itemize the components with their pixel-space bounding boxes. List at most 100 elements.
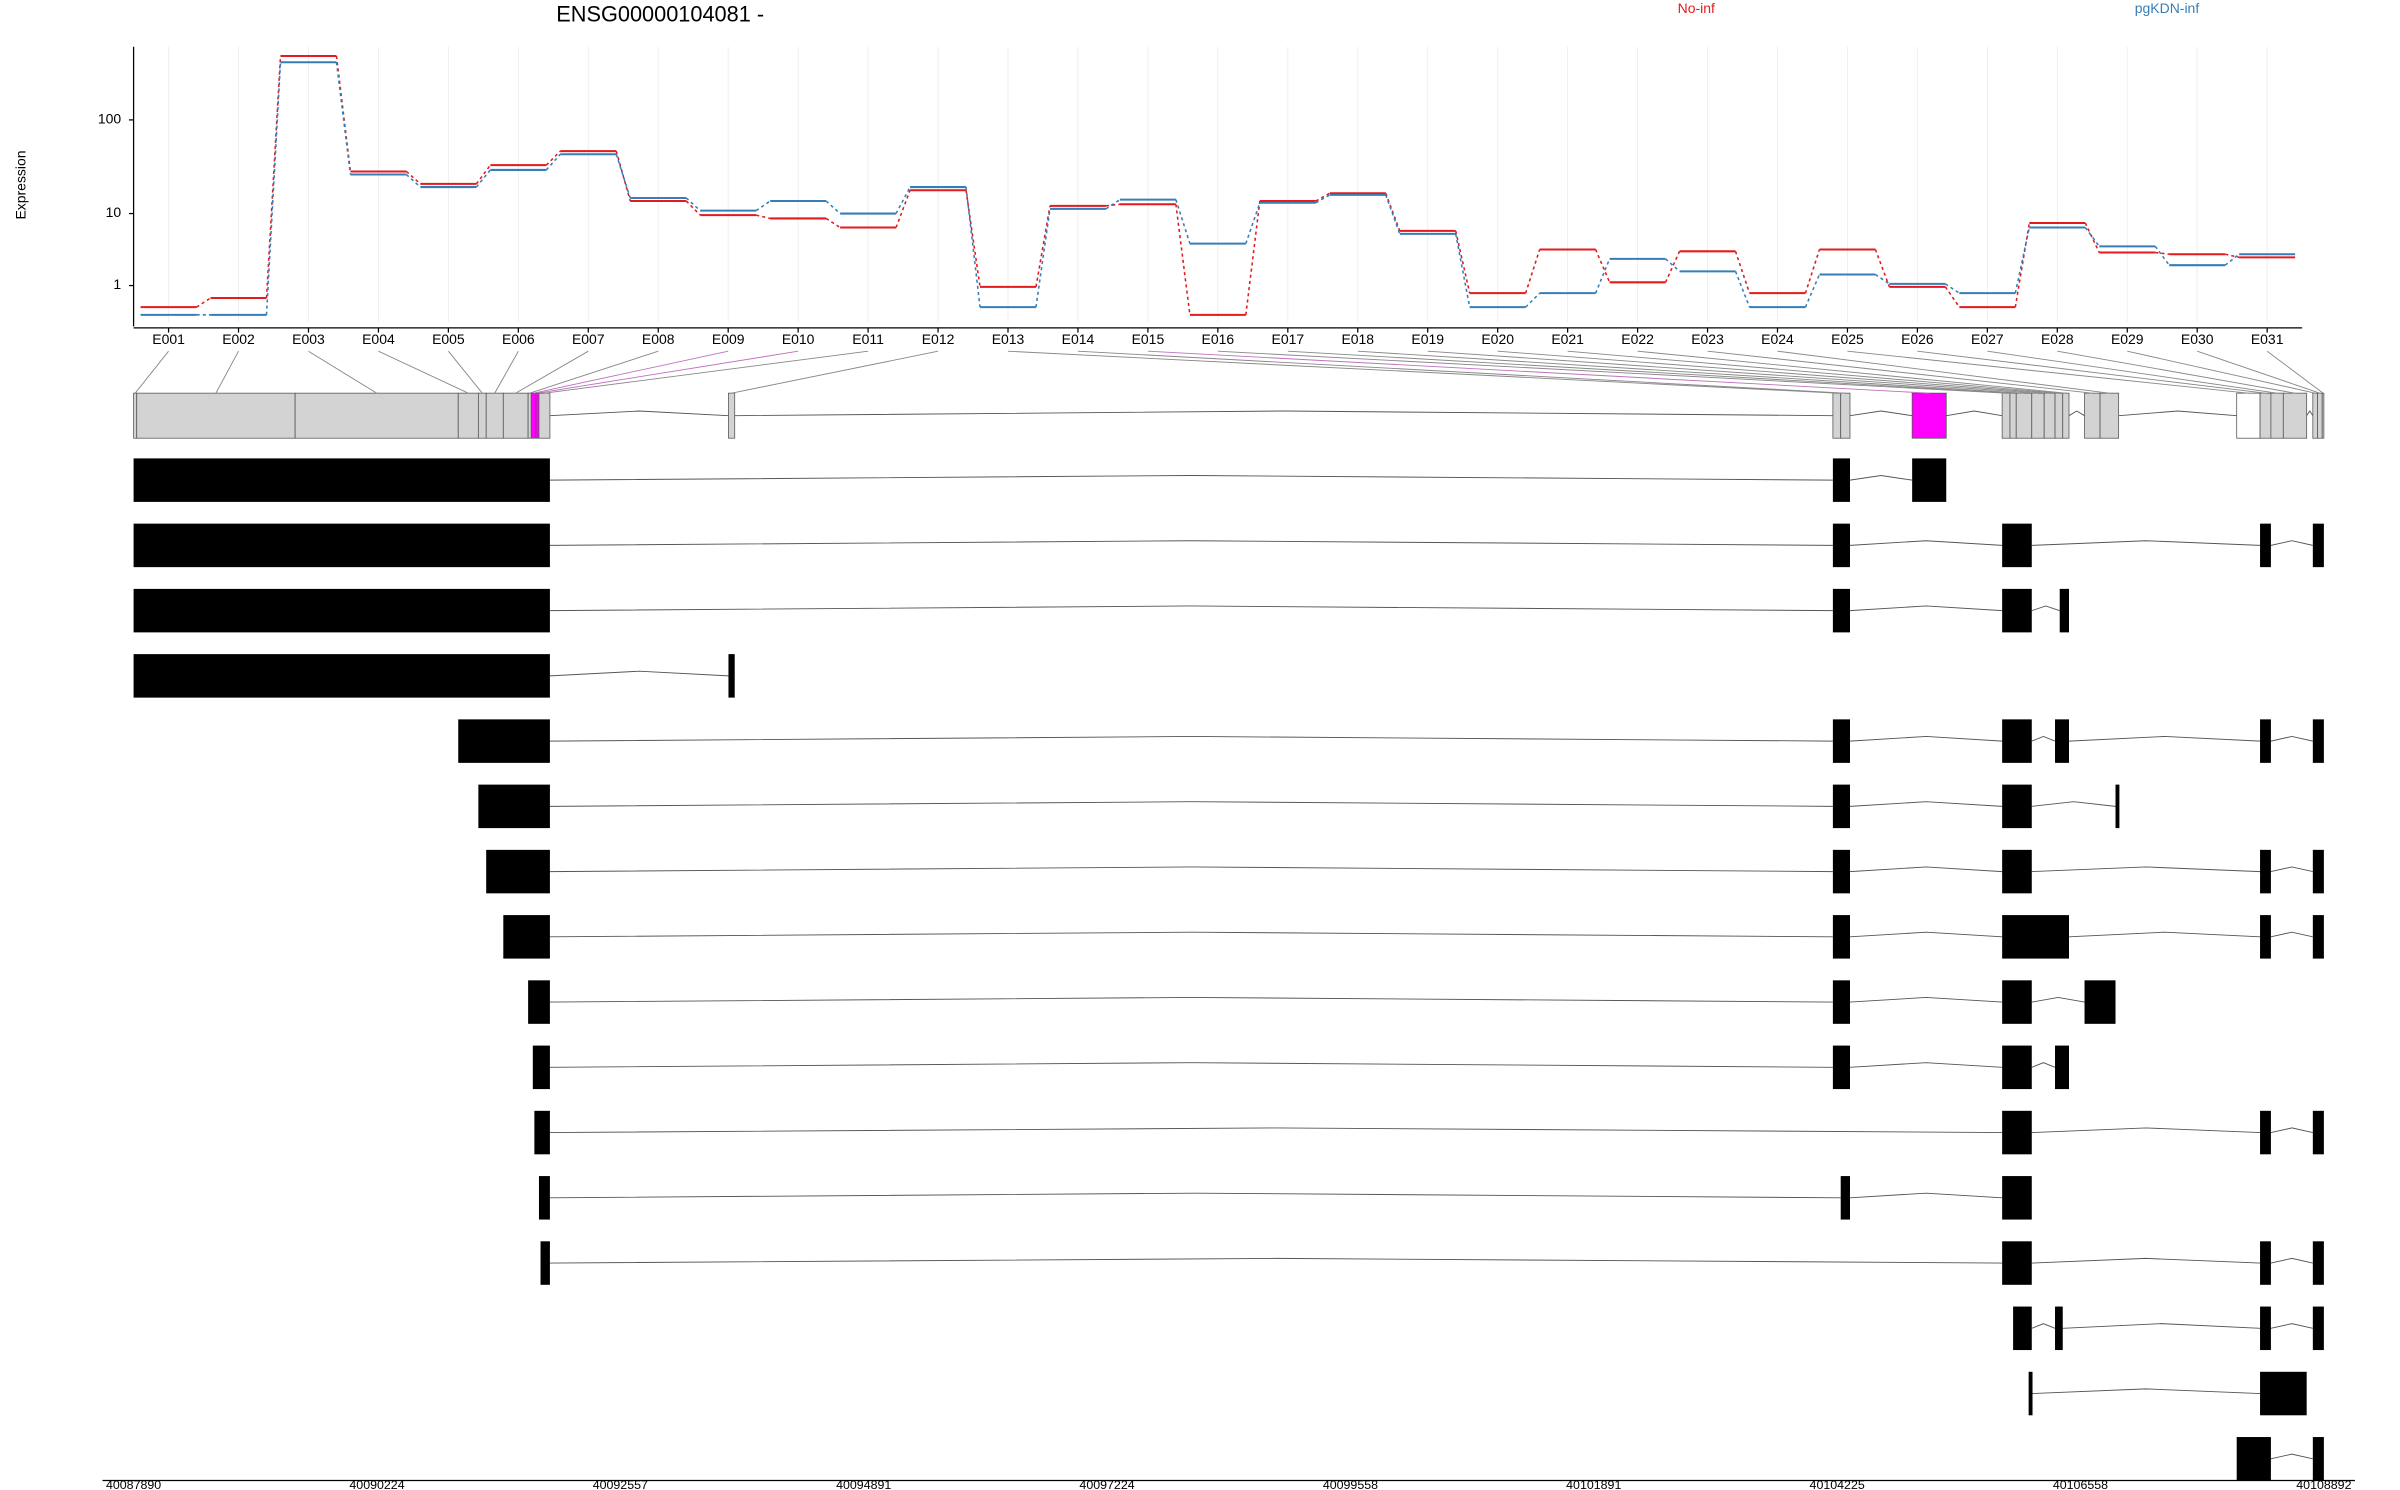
transcript-exon [2002, 588, 2032, 633]
step-connector [1175, 199, 1191, 244]
transcript-exon [2260, 849, 2271, 894]
exon-connector [1287, 350, 2014, 394]
x-tick-label: E010 [782, 331, 815, 347]
x-tick-label: E023 [1691, 331, 1724, 347]
transcript-exon [2055, 1045, 2069, 1090]
step-connector [1385, 194, 1401, 235]
transcript-exon [1832, 523, 1850, 568]
transcript-exon [133, 588, 550, 633]
step-connector [2014, 227, 2031, 294]
exon-connector [1217, 350, 2007, 394]
genomic-tick-label: 40106558 [2053, 1478, 2108, 1490]
y-axis-label: Expression [12, 150, 28, 219]
step-connector [405, 170, 421, 185]
genomic-tick-label: 40097224 [1079, 1478, 1134, 1490]
step-connector [1664, 250, 1681, 283]
exon [2062, 392, 2070, 439]
transcript-intron [2270, 540, 2313, 546]
transcript-intron [1849, 801, 2003, 807]
step-connector [2155, 251, 2170, 255]
x-tick-label: E014 [1062, 331, 1095, 347]
transcript-exon [1832, 784, 1850, 829]
step-connector [1035, 208, 1051, 308]
exon-connector [1987, 350, 2278, 394]
y-tick-label: 1 [113, 276, 121, 292]
step-connector [1665, 258, 1681, 272]
transcript-intron [2270, 1323, 2313, 1329]
transcript-exon [2002, 719, 2032, 763]
transcript-intron [2062, 1323, 2261, 1329]
genomic-tick-label: 40087890 [106, 1478, 161, 1490]
x-tick-label: E003 [292, 331, 325, 347]
transcript-intron [1849, 1192, 2003, 1199]
exon [535, 392, 540, 439]
transcript-exon [538, 1176, 550, 1220]
exon-connector [308, 350, 377, 394]
transcript-intron [2031, 1388, 2261, 1395]
transcript-intron [1849, 996, 2003, 1003]
intron [1946, 410, 2003, 417]
step-connector [1315, 192, 1331, 202]
step-connector [825, 217, 841, 229]
genomic-tick-label: 40101891 [1566, 1478, 1621, 1490]
transcript-intron [2031, 1127, 2261, 1134]
step-connector [1385, 192, 1401, 232]
transcript-intron [549, 735, 1833, 742]
transcript-exon [2002, 784, 2032, 829]
transcript-exon [133, 458, 550, 502]
step-connector [685, 197, 701, 212]
step-connector [475, 169, 491, 188]
step-connector [475, 164, 491, 185]
x-tick-label: E012 [922, 331, 955, 347]
x-tick-label: E016 [1202, 331, 1235, 347]
exon-connector [1147, 350, 1930, 394]
exon-connector [2197, 350, 2321, 394]
exon [294, 392, 459, 439]
step-connector [405, 173, 421, 188]
transcript-intron [2031, 1062, 2056, 1068]
exon [2054, 392, 2064, 439]
x-tick-label: E015 [1132, 331, 1165, 347]
exon [133, 392, 138, 439]
exon [485, 392, 504, 439]
step-connector [685, 200, 701, 216]
genomic-tick-label: 40090224 [349, 1478, 404, 1490]
exon [527, 392, 532, 439]
transcript-intron [549, 670, 729, 677]
step-connector [1944, 283, 1960, 294]
exon-connector [529, 350, 659, 394]
x-tick-label: E017 [1272, 331, 1305, 347]
x-tick-label: E013 [992, 331, 1025, 347]
transcript-exon [478, 784, 550, 829]
transcript-intron [1849, 605, 2003, 612]
step-connector [2084, 222, 2100, 253]
transcript-exon [2002, 523, 2032, 568]
exon-connector [215, 350, 239, 394]
legend-entry: pgKDN-inf [2135, 0, 2200, 16]
step-connector [1105, 198, 1121, 210]
transcript-intron [1849, 475, 1913, 481]
transcript-intron [2068, 931, 2261, 938]
transcript-intron [2031, 540, 2261, 546]
step-connector [965, 186, 981, 308]
exon [530, 392, 537, 439]
exon [2270, 392, 2284, 439]
transcript-exon [2236, 1437, 2271, 1481]
transcript-intron [2270, 1257, 2313, 1264]
step-connector [1874, 249, 1891, 288]
step-connector [1035, 205, 1051, 287]
x-tick-label: E024 [1761, 331, 1794, 347]
step-connector [2225, 253, 2240, 259]
transcript-exon [503, 915, 550, 959]
exon [2001, 392, 2011, 439]
legend-entry: No-inf [1678, 0, 1715, 16]
transcript-exon [2002, 915, 2069, 959]
transcript-exon [2260, 1110, 2271, 1155]
step-connector [1245, 202, 1261, 244]
intron [549, 410, 729, 417]
step-connector [1524, 249, 1541, 294]
exon [2321, 392, 2325, 439]
exon [538, 392, 551, 439]
exon-connector [378, 350, 469, 394]
step-connector [2084, 227, 2100, 247]
